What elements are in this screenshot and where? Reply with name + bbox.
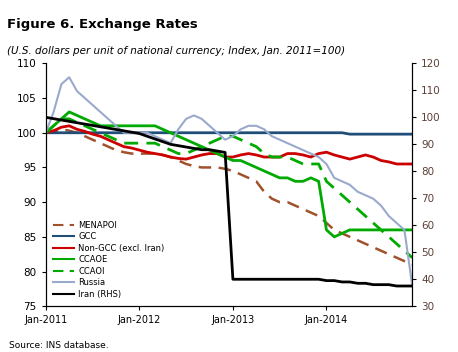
Text: (U.S. dollars per unit of national currency; Index, Jan. 2011=100): (U.S. dollars per unit of national curre… [7,46,345,56]
Text: Source: INS database.: Source: INS database. [9,341,109,350]
Legend: MENAPOI, GCC, Non-GCC (excl. Iran), CCAOE, CCAOI, Russia, Iran (RHS): MENAPOI, GCC, Non-GCC (excl. Iran), CCAO… [50,218,168,302]
Text: Figure 6. Exchange Rates: Figure 6. Exchange Rates [7,18,197,31]
